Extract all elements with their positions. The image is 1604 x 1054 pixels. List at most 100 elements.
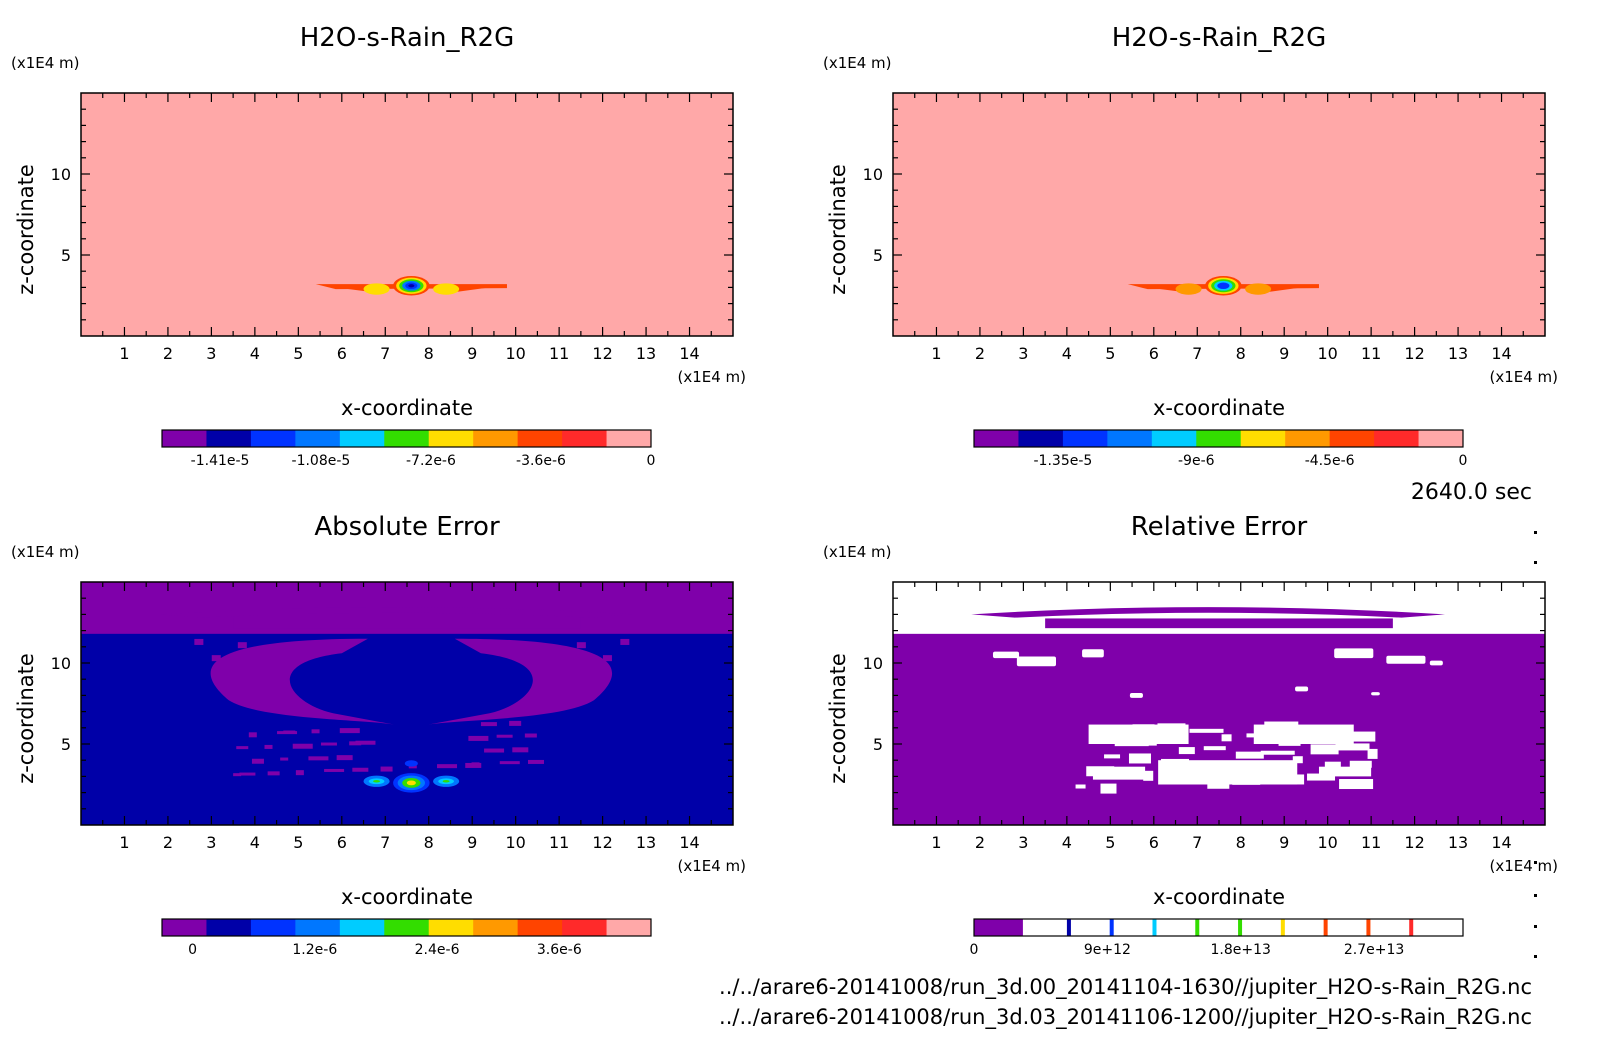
colorbar-segment bbox=[517, 919, 563, 936]
field-arc bbox=[971, 607, 1446, 618]
source-file-1: ../../arare6-20141008/run_3d.00_20141104… bbox=[719, 975, 1532, 999]
field-lattice bbox=[1310, 744, 1339, 755]
colorbar-segment bbox=[162, 919, 207, 936]
x-tick-label: 1 bbox=[931, 833, 941, 852]
x-tick-label: 9 bbox=[1279, 833, 1289, 852]
colorbar-mark bbox=[1323, 919, 1328, 936]
colorbar-segment bbox=[206, 919, 252, 936]
margin-dot bbox=[1534, 955, 1537, 958]
x-tick-label: 10 bbox=[1317, 833, 1337, 852]
colorbar-segment bbox=[1107, 430, 1153, 447]
x-tick-label: 8 bbox=[424, 344, 434, 363]
field-lattice bbox=[1353, 731, 1376, 742]
y-axis-label: z-coordinate bbox=[14, 653, 38, 784]
colorbar-segment bbox=[428, 919, 474, 936]
colorbar-segment bbox=[295, 430, 341, 447]
x-tick-label: 12 bbox=[1404, 344, 1424, 363]
colorbar-tick-label: -1.35e-5 bbox=[1034, 453, 1093, 469]
x-tick-label: 13 bbox=[636, 344, 656, 363]
colorbar-segment bbox=[206, 430, 252, 447]
margin-dot bbox=[1534, 531, 1537, 534]
field-speckle bbox=[471, 762, 480, 768]
field-lattice bbox=[1292, 756, 1303, 764]
x-tick-label: 4 bbox=[250, 833, 260, 852]
field-wing bbox=[194, 638, 204, 645]
colorbar-tick-label: -7.2e-6 bbox=[406, 453, 456, 469]
x-unit-label: (x1E4 m) bbox=[677, 368, 746, 386]
colorbar-tick-label: 2.4e-6 bbox=[415, 942, 460, 958]
field-speckle bbox=[352, 767, 369, 772]
x-tick-label: 6 bbox=[337, 344, 347, 363]
field-hole bbox=[1386, 655, 1426, 664]
colorbar-segment bbox=[250, 430, 296, 447]
y-tick-label: 10 bbox=[51, 654, 71, 673]
x-tick-label: 14 bbox=[679, 833, 699, 852]
colorbar-segment bbox=[974, 919, 1463, 936]
time-label: 2640.0 sec bbox=[1410, 480, 1532, 505]
colorbar-mark bbox=[1280, 919, 1285, 936]
chart-title: H2O-s-Rain_R2G bbox=[1112, 23, 1326, 53]
colorbar-tick-label: -3.6e-6 bbox=[516, 453, 566, 469]
field-lattice bbox=[1339, 779, 1374, 790]
colorbar-tick-label: 1.2e-6 bbox=[292, 942, 337, 958]
y-unit-label: (x1E4 m) bbox=[11, 54, 80, 72]
colorbar-segment bbox=[1285, 430, 1331, 447]
x-tick-label: 14 bbox=[1491, 833, 1511, 852]
colorbar-segment bbox=[1418, 430, 1464, 447]
colorbar-segment bbox=[473, 430, 519, 447]
x-tick-label: 7 bbox=[1192, 344, 1202, 363]
margin-dot bbox=[1534, 894, 1537, 897]
field-speckle bbox=[251, 758, 264, 764]
x-tick-label: 8 bbox=[1236, 344, 1246, 363]
colorbar-mark bbox=[1238, 919, 1243, 936]
field-area bbox=[81, 582, 733, 825]
field-wing bbox=[211, 655, 221, 662]
field-speckle bbox=[336, 755, 353, 761]
field-speckle bbox=[233, 773, 242, 777]
colorbar-segment bbox=[295, 919, 341, 936]
field-speckle bbox=[524, 733, 537, 738]
colorbar-mark bbox=[1409, 919, 1414, 936]
x-tick-label: 1 bbox=[931, 344, 941, 363]
field-lattice bbox=[1178, 747, 1195, 755]
y-axis-label: z-coordinate bbox=[826, 653, 850, 784]
y-tick-label: 5 bbox=[61, 735, 71, 754]
x-tick-label: 4 bbox=[1062, 833, 1072, 852]
colorbar-segment bbox=[1240, 430, 1286, 447]
field-hole bbox=[1082, 649, 1104, 658]
field-speckle bbox=[308, 756, 329, 761]
x-tick-label: 4 bbox=[250, 344, 260, 363]
x-tick-label: 2 bbox=[163, 344, 173, 363]
field-speckle bbox=[499, 761, 520, 765]
colorbar-segment bbox=[1018, 430, 1064, 447]
margin-dot bbox=[1534, 861, 1537, 864]
field-lattice bbox=[1100, 783, 1117, 794]
x-tick-label: 7 bbox=[380, 344, 390, 363]
colorbar-segment bbox=[339, 430, 385, 447]
colorbar-segment bbox=[1151, 430, 1197, 447]
x-tick-label: 5 bbox=[293, 833, 303, 852]
field-speckle bbox=[437, 764, 458, 769]
x-axis-label: x-coordinate bbox=[341, 396, 473, 420]
y-tick-label: 10 bbox=[51, 165, 71, 184]
field-lattice bbox=[1260, 750, 1295, 755]
chart-title: Absolute Error bbox=[314, 512, 500, 542]
x-tick-label: 9 bbox=[1279, 344, 1289, 363]
field-speckle bbox=[484, 748, 505, 753]
field-speckle bbox=[324, 768, 345, 772]
field-blob bbox=[1245, 283, 1272, 295]
field-speckle bbox=[283, 730, 296, 734]
field-arc bbox=[1045, 618, 1393, 629]
x-tick-label: 12 bbox=[592, 833, 612, 852]
colorbar-frame bbox=[161, 918, 652, 937]
field-blob bbox=[363, 283, 390, 295]
colorbar-segment bbox=[606, 919, 652, 936]
field-speckle bbox=[404, 760, 418, 767]
x-tick-label: 11 bbox=[549, 344, 569, 363]
colorbar-tick-label: -1.41e-5 bbox=[191, 453, 250, 469]
field-lattice bbox=[1235, 751, 1264, 759]
field-background bbox=[81, 93, 733, 336]
x-tick-label: 5 bbox=[1105, 344, 1115, 363]
